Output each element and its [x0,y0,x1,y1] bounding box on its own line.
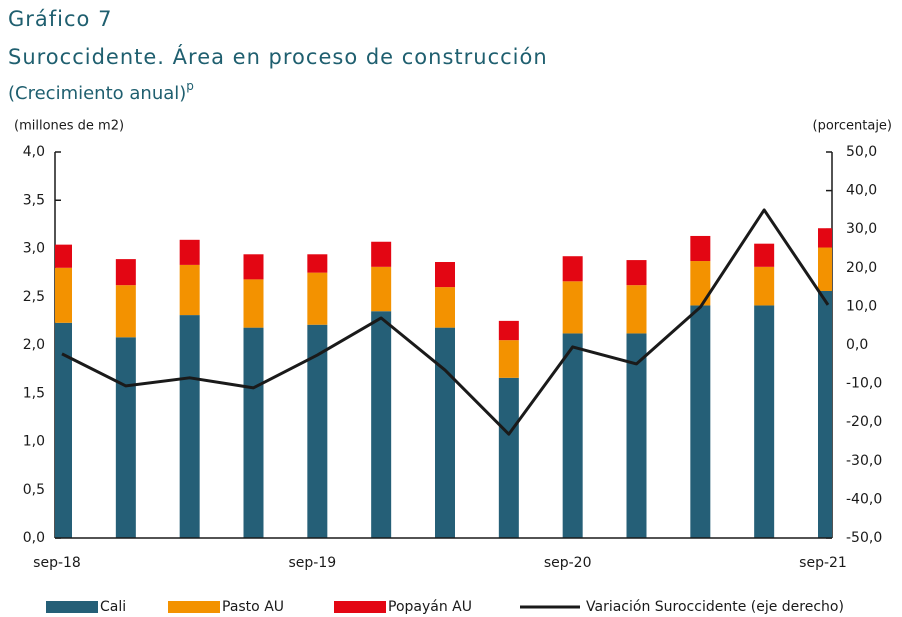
y2-tick-label: 0,0 [846,337,868,353]
x-tick-label: sep-18 [33,555,81,571]
bar [179,315,200,538]
bar [690,261,711,306]
bar [243,254,264,280]
bar [55,267,72,323]
bar [243,279,264,328]
y2-tick-label: -30,0 [846,453,882,469]
bar [498,377,519,538]
bar [55,322,72,538]
y2-tick-label: -50,0 [846,530,882,546]
bar [498,320,519,341]
bar [690,305,711,538]
bar [435,287,455,328]
y-tick-label: 1,5 [23,385,45,401]
bar [115,337,136,538]
chart-subtitle: Suroccidente. Área en proceso de constru… [8,44,548,69]
y2-tick-label: -20,0 [846,414,882,430]
bar [307,272,328,325]
bar [307,254,328,273]
y-tick-label: 0,0 [23,530,45,546]
legend-label: Variación Suroccidente (eje derecho) [586,599,844,615]
legend-label: Cali [100,599,126,615]
y2-tick-label: 40,0 [846,183,877,199]
y2-tick-label: -10,0 [846,376,882,392]
bar [371,241,392,267]
bar [818,247,832,291]
bar [435,327,455,538]
bar [754,243,775,267]
bar [626,333,647,538]
bar [435,262,455,288]
x-tick-label: sep-19 [288,555,336,571]
y-tick-label: 4,0 [23,144,45,160]
legend-swatch [168,601,220,613]
y-tick-label: 2,0 [23,337,45,353]
bar [818,228,832,248]
y-tick-label: 0,5 [23,482,45,498]
y2-axis-label: (porcentaje) [813,119,892,134]
bar [115,259,136,286]
y-tick-label: 3,5 [23,192,45,208]
bar [626,260,647,286]
y-tick-label: 2,5 [23,289,45,305]
bar [754,266,775,306]
y-axis-label: (millones de m2) [14,119,124,134]
bar [55,244,72,268]
bar [562,281,583,334]
bar [179,264,200,316]
bar [562,256,583,282]
y2-tick-label: -40,0 [846,491,882,507]
y-tick-label: 3,0 [23,241,45,257]
y2-tick-label: 20,0 [846,260,877,276]
bar [307,324,328,538]
legend-label: Popayán AU [388,599,472,615]
legend-swatch [334,601,386,613]
y2-tick-label: 30,0 [846,221,877,237]
bar [562,333,583,538]
note: (Crecimiento anual)p [8,79,194,105]
line [61,208,830,436]
bar [371,266,392,312]
legend-label: Pasto AU [222,599,284,615]
bar [243,327,264,538]
note-sup: p [186,79,194,93]
chart-title: Gráfico 7 [8,7,112,31]
x-tick-label: sep-20 [544,555,592,571]
legend-swatch [46,601,98,613]
bar [690,235,711,262]
y2-tick-label: 10,0 [846,298,877,314]
bar [498,340,519,378]
note-text: (Crecimiento anual) [8,83,186,104]
y-tick-label: 1,0 [23,434,45,450]
x-tick-label: sep-21 [799,555,847,571]
bar [115,285,136,338]
bar [818,290,832,538]
bar [754,305,775,538]
y2-tick-label: 50,0 [846,144,877,160]
bar [371,311,392,538]
bar [626,285,647,334]
bar [179,239,200,265]
